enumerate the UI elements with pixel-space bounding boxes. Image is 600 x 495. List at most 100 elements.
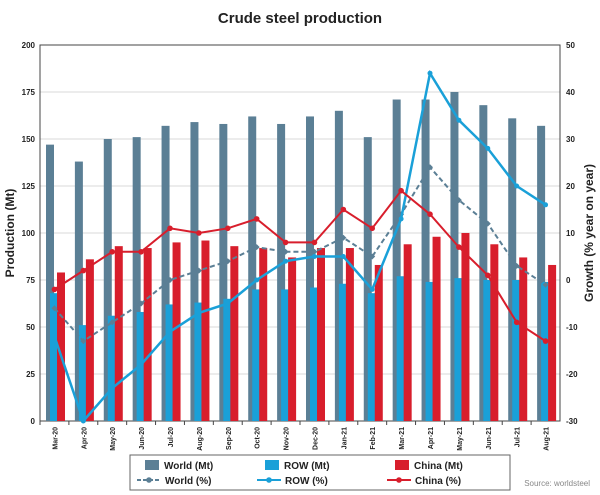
bar-china-mt	[230, 246, 239, 421]
point-world	[167, 277, 173, 283]
point-world	[340, 234, 347, 241]
point-china	[542, 338, 549, 344]
point-row	[456, 117, 462, 123]
legend-marker	[146, 477, 152, 483]
legend-swatch	[395, 460, 409, 470]
bar-china-mt	[143, 248, 152, 421]
point-world	[311, 248, 318, 255]
bars	[46, 92, 557, 422]
bar-world-mt	[248, 116, 257, 421]
y-axis-label: Production (Mt)	[3, 189, 17, 278]
bar-world-mt	[537, 125, 546, 421]
point-world	[138, 300, 145, 307]
point-china	[340, 206, 347, 213]
bar-world-mt	[277, 123, 286, 422]
x-tick-label: Jul-21	[515, 427, 522, 447]
bar-row-mt	[425, 281, 435, 421]
lines	[51, 69, 549, 424]
point-world	[282, 248, 289, 255]
x-tick-label: May-21	[457, 427, 464, 451]
legend-marker	[396, 477, 402, 483]
bar-china-mt	[432, 236, 441, 421]
point-china	[282, 239, 289, 246]
bar-china-mt	[490, 244, 499, 421]
y-axis-ticks: 0 25 50 75 100 125 150 175 200	[22, 41, 36, 426]
y2-tick-label: -10	[566, 323, 578, 332]
x-axis-ticks: Mar-20 Apr-20 May-20 Jun-20 Jul-20 Aug-20 Sep-…	[39, 421, 551, 451]
y2-tick-label: -20	[566, 370, 578, 379]
point-row	[543, 202, 549, 208]
x-tick-label: Oct-20	[255, 427, 262, 449]
y-tick-label: 25	[26, 370, 35, 379]
point-row	[283, 258, 289, 264]
bar-world-mt	[103, 139, 112, 421]
bar-world-mt	[132, 137, 141, 421]
x-tick-label: Apr-21	[428, 427, 435, 449]
bar-row-mt	[483, 280, 493, 421]
bar-china-mt	[57, 272, 65, 421]
y-tick-label: 125	[22, 182, 36, 191]
y2-axis-ticks: -30 -20 -10 0 10 20 30 40 50	[566, 41, 578, 426]
bar-china-mt	[403, 244, 412, 421]
legend-label: China (Mt)	[414, 461, 463, 472]
bar-world-mt	[450, 92, 459, 421]
y2-tick-label: 20	[566, 182, 575, 191]
bar-world-mt	[46, 144, 54, 421]
legend-label: ROW (Mt)	[284, 461, 330, 472]
legend: World (Mt) ROW (Mt) China (Mt) World (%) ROW…	[137, 460, 463, 487]
x-tick-label: Dec-20	[312, 427, 319, 450]
point-row	[196, 310, 202, 316]
y-tick-label: 100	[22, 229, 36, 238]
point-world	[427, 164, 433, 171]
bar-row-mt	[512, 280, 522, 421]
bar-china-mt	[201, 240, 210, 421]
x-tick-label: Jun-21	[486, 427, 493, 450]
point-world	[369, 253, 376, 260]
bar-world-mt	[392, 99, 401, 422]
point-row	[109, 385, 115, 391]
bar-china-mt	[317, 248, 325, 421]
legend-box	[129, 454, 511, 491]
point-world	[513, 262, 520, 269]
x-tick-label: Jul-20	[168, 427, 175, 447]
point-china	[484, 272, 491, 279]
bar-china-mt	[259, 248, 268, 421]
point-row	[51, 333, 57, 339]
point-row	[398, 216, 404, 222]
y2-tick-label: 40	[566, 88, 575, 97]
bar-china-mt	[548, 264, 557, 421]
y2-tick-label: 30	[566, 135, 575, 144]
point-china	[427, 211, 433, 217]
point-row	[80, 418, 86, 424]
y-tick-label: 50	[26, 323, 35, 332]
bar-row-mt	[107, 315, 117, 421]
point-row	[427, 70, 433, 76]
bar-world-mt	[306, 116, 314, 421]
point-china	[109, 249, 116, 255]
point-world	[109, 319, 116, 326]
bar-row-mt	[194, 302, 204, 421]
bar-row-mt	[396, 276, 406, 421]
point-china	[311, 239, 318, 246]
y2-tick-label: -30	[566, 417, 578, 426]
bar-china-mt	[461, 233, 470, 421]
point-world	[80, 338, 87, 345]
bar-row-mt	[338, 283, 348, 421]
point-world	[484, 220, 491, 227]
point-china	[138, 249, 144, 255]
x-tick-label: Feb-21	[370, 427, 377, 450]
bar-china-mt	[85, 259, 94, 421]
point-world	[51, 305, 58, 312]
point-row	[340, 254, 346, 259]
legend-swatch	[145, 460, 159, 470]
x-tick-label: Jun-20	[139, 427, 146, 450]
point-row	[167, 329, 173, 335]
point-row	[311, 254, 317, 259]
bar-china-mt	[374, 264, 383, 421]
source-note: Source: worldsteel	[524, 479, 590, 488]
legend-label: China (%)	[415, 476, 461, 487]
bar-row-mt	[541, 281, 551, 421]
bar-row-mt	[281, 289, 291, 421]
y-tick-label: 75	[26, 276, 35, 285]
